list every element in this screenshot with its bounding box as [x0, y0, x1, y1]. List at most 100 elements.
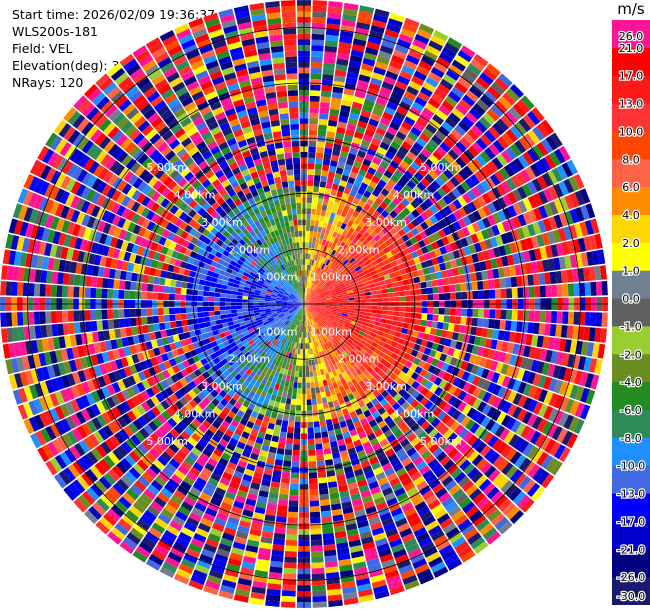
range-gate — [491, 157, 504, 170]
range-gate — [479, 337, 487, 347]
range-gate — [309, 301, 316, 304]
range-gate — [403, 352, 411, 361]
range-gate — [500, 309, 507, 320]
range-gate — [347, 312, 354, 316]
range-gate — [433, 61, 448, 74]
range-gate — [320, 302, 327, 304]
range-gate — [543, 405, 554, 420]
range-gate — [550, 350, 559, 364]
range-gate — [366, 234, 374, 242]
range-gate — [427, 458, 439, 469]
range-gate — [347, 207, 355, 215]
range-gate — [304, 298, 307, 304]
range-gate — [563, 414, 575, 430]
range-gate — [321, 263, 326, 270]
range-gate — [436, 83, 451, 95]
range-gate — [475, 76, 490, 90]
range-gate — [426, 414, 437, 424]
range-gate — [79, 321, 87, 333]
range-gate — [455, 141, 467, 153]
range-gate — [307, 191, 313, 198]
range-gate — [335, 232, 342, 240]
range-gate — [520, 425, 532, 439]
range-gate — [307, 427, 314, 434]
range-gate — [309, 300, 315, 303]
range-gate — [438, 307, 445, 315]
range-gate — [308, 157, 316, 164]
range-gate — [311, 556, 324, 563]
range-gate — [343, 2, 359, 11]
range-gate — [129, 308, 136, 318]
range-gate — [482, 205, 492, 217]
range-gate — [486, 269, 494, 280]
range-gate — [397, 321, 404, 328]
range-gate — [512, 103, 527, 117]
range-gate — [11, 312, 18, 327]
range-gate — [315, 443, 323, 450]
range-gate — [309, 282, 313, 289]
range-gate — [424, 227, 433, 237]
range-gate — [444, 292, 451, 300]
range-gate — [447, 406, 457, 417]
range-gate — [490, 258, 498, 269]
range-gate — [451, 436, 463, 447]
range-gate — [331, 306, 338, 309]
range-gate — [336, 269, 343, 275]
range-gate — [389, 411, 399, 420]
range-gate — [392, 402, 401, 411]
range-gate — [412, 242, 421, 251]
range-gate — [354, 325, 362, 331]
range-gate — [422, 362, 431, 371]
range-gate — [408, 80, 422, 91]
range-gate — [304, 301, 309, 304]
range-gate — [451, 187, 462, 199]
range-gate — [408, 408, 419, 419]
range-gate — [548, 392, 559, 407]
range-gate — [336, 208, 343, 216]
range-gate — [547, 363, 556, 377]
range-gate — [545, 457, 558, 473]
range-gate — [483, 90, 498, 104]
range-gate — [391, 281, 399, 288]
range-gate — [324, 187, 332, 195]
range-gate — [402, 322, 410, 329]
range-gate — [306, 376, 310, 383]
range-gate — [277, 442, 286, 450]
range-gate — [358, 10, 373, 20]
range-gate — [594, 359, 603, 375]
range-gate — [322, 527, 334, 535]
range-gate — [473, 336, 482, 346]
range-gate — [326, 320, 332, 325]
range-gate — [288, 421, 295, 428]
range-gate — [315, 305, 321, 308]
range-gate — [507, 390, 518, 403]
range-gate — [486, 370, 495, 382]
range-gate — [312, 284, 317, 291]
range-gate — [399, 296, 406, 302]
range-gate — [509, 125, 523, 139]
range-gate — [314, 296, 320, 300]
range-gate — [308, 242, 312, 249]
range-gate — [305, 253, 308, 260]
range-gate — [385, 338, 393, 345]
range-gate — [317, 130, 327, 137]
range-gate — [309, 276, 312, 283]
range-gate — [426, 287, 434, 294]
range-gate — [203, 291, 210, 297]
range-gate — [462, 215, 472, 227]
range-gate — [398, 145, 409, 156]
range-gate — [467, 201, 477, 213]
range-gate — [456, 184, 467, 196]
range-gate — [362, 231, 370, 239]
range-gate — [542, 336, 550, 349]
range-gate — [299, 360, 303, 366]
range-gate — [532, 322, 540, 335]
range-gate — [398, 211, 407, 220]
range-gate — [174, 294, 181, 301]
range-gate — [325, 296, 332, 299]
range-gate — [336, 311, 343, 316]
range-gate — [481, 368, 490, 379]
range-gate — [326, 131, 336, 138]
range-gate — [326, 335, 332, 342]
range-gate — [527, 464, 541, 479]
